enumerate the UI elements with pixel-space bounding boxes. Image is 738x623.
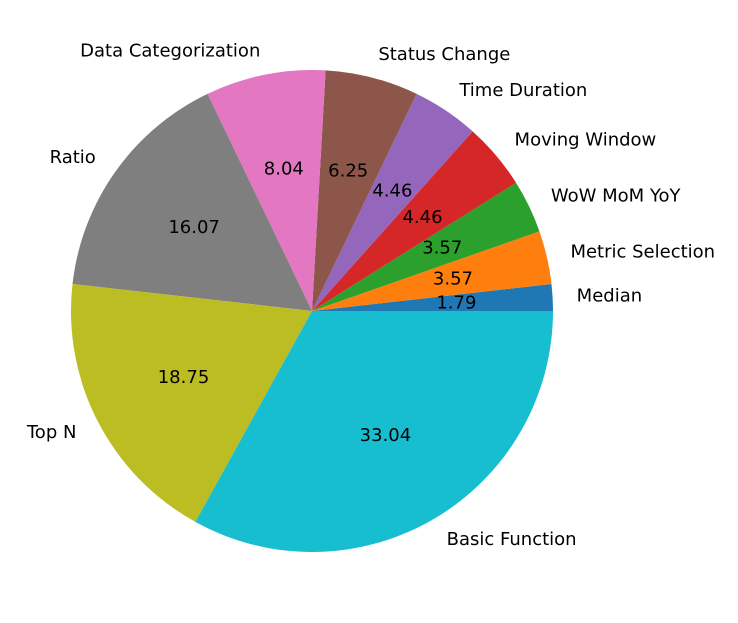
value-label-top-n: 18.75	[158, 367, 210, 388]
category-label-data-categorization: Data Categorization	[80, 40, 260, 61]
pie-slices	[70, 70, 554, 553]
pie-slice-metric-selection	[312, 231, 552, 311]
value-label-moving-window: 4.46	[402, 207, 442, 228]
category-label-moving-window: Moving Window	[515, 129, 657, 150]
pie-slice-basic-function	[195, 311, 554, 553]
value-label-data-categorization: 8.04	[264, 159, 304, 180]
value-label-metric-selection: 3.57	[433, 268, 473, 289]
category-label-wow-mom-yoy: WoW MoM YoY	[551, 185, 682, 206]
value-label-time-duration: 4.46	[372, 180, 412, 201]
pie-slice-ratio	[72, 93, 313, 311]
category-label-basic-function: Basic Function	[447, 529, 577, 550]
category-label-top-n: Top N	[26, 422, 77, 443]
pie-category-labels: Median Metric Selection WoW MoM YoY Moving …	[26, 40, 715, 549]
pie-slice-top-n	[70, 283, 312, 522]
category-label-median: Median	[577, 286, 642, 307]
value-label-basic-function: 33.04	[360, 425, 412, 446]
pie-value-labels: 1.793.573.574.464.466.258.0416.0718.7533…	[158, 159, 477, 446]
value-label-status-change: 6.25	[328, 161, 368, 182]
pie-slice-median	[312, 283, 554, 311]
category-label-ratio: Ratio	[50, 147, 96, 168]
pie-slice-time-duration	[312, 93, 473, 311]
category-label-status-change: Status Change	[378, 44, 510, 65]
category-label-time-duration: Time Duration	[458, 80, 587, 101]
pie-slice-moving-window	[312, 131, 517, 311]
value-label-median: 1.79	[436, 292, 476, 313]
pie-slice-status-change	[312, 70, 417, 311]
category-label-metric-selection: Metric Selection	[570, 241, 715, 262]
value-label-ratio: 16.07	[168, 217, 220, 238]
pie-slice-data-categorization	[207, 70, 326, 311]
pie-slice-wow-mom-yoy	[312, 182, 540, 311]
value-label-wow-mom-yoy: 3.57	[422, 238, 462, 259]
